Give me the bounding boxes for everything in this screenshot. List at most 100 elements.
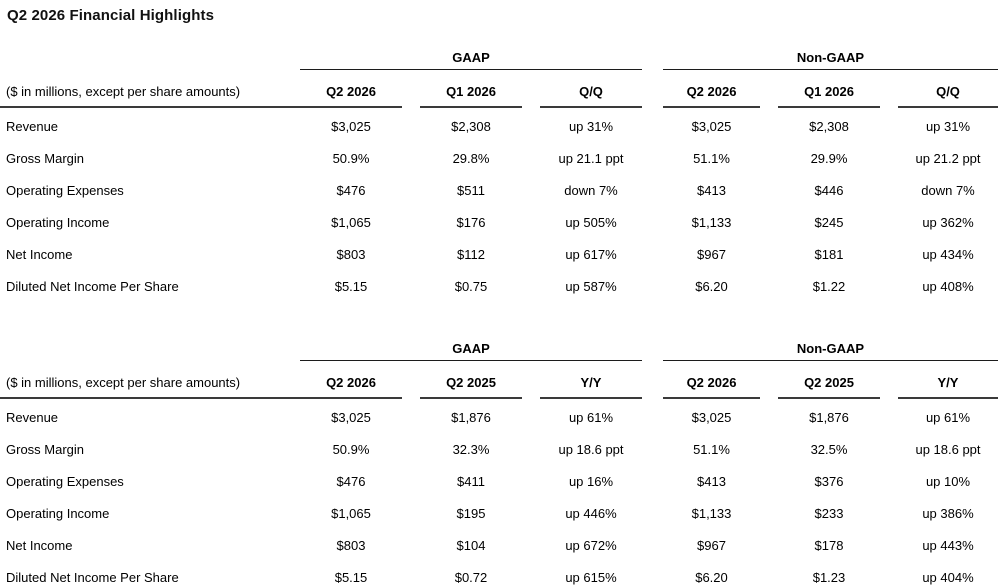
value-cell: $967	[697, 538, 726, 553]
value-cell: $376	[814, 474, 844, 489]
group-label-0: GAAP	[300, 340, 642, 361]
table-body: Revenue $3,025 $2,308 up 31% $3,025 $2,308 up …	[0, 108, 1000, 303]
value-cell: $413	[697, 183, 726, 198]
value-cell: up 31%	[925, 119, 971, 134]
row-label: Revenue	[6, 410, 59, 425]
value-cell: up 31%	[568, 119, 614, 134]
row-label: Operating Expenses	[6, 183, 124, 198]
table-row: Operating Expenses $476 $511 down 7% $413 $44…	[0, 175, 1000, 207]
value-cell: down 7%	[921, 183, 975, 198]
table-row: Diluted Net Income Per Share $5.15 $0.75 up…	[0, 271, 1000, 303]
value-cell: up 21.2 ppt	[915, 151, 981, 166]
value-cell: $178	[814, 538, 844, 553]
row-label: Gross Margin	[6, 442, 85, 457]
value-cell: $1,065	[331, 215, 371, 230]
row-label: Gross Margin	[6, 151, 85, 166]
comparison-table-year-over-year: GAAP Non-GAAP ($ in millions, except per s…	[0, 340, 1000, 585]
value-cell: up 10%	[925, 474, 971, 489]
value-cell: up 21.1 ppt	[558, 151, 624, 166]
value-cell: $112	[457, 247, 485, 262]
column-header: Q2 2025	[420, 361, 522, 399]
group-header-row: GAAP Non-GAAP	[0, 49, 1000, 70]
value-cell: up 434%	[922, 247, 974, 262]
value-cell: 51.1%	[693, 151, 730, 166]
value-cell: up 443%	[922, 538, 974, 553]
value-cell: 32.5%	[810, 442, 848, 457]
value-cell: $1.23	[812, 570, 846, 585]
value-cell: $476	[336, 183, 366, 198]
table-row: Gross Margin 50.9% 32.3% up 18.6 ppt 51.1% 32…	[0, 434, 1000, 466]
value-cell: $233	[814, 506, 844, 521]
row-label: Operating Income	[6, 506, 110, 521]
column-header: Q2 2026	[663, 361, 760, 399]
column-header: Y/Y	[898, 361, 998, 399]
value-cell: up 386%	[922, 506, 974, 521]
value-cell: up 362%	[922, 215, 974, 230]
column-header: Q2 2025	[778, 361, 880, 399]
value-cell: $476	[336, 474, 366, 489]
value-cell: $803	[336, 538, 366, 553]
table-row: Net Income $803 $104 up 672% $967 $178 up 443%	[0, 530, 1000, 562]
value-cell: $5.15	[334, 570, 368, 585]
value-cell: up 404%	[922, 570, 974, 585]
table-body: Revenue $3,025 $1,876 up 61% $3,025 $1,876 up …	[0, 399, 1000, 585]
value-cell: $0.72	[454, 570, 488, 585]
value-cell: $3,025	[691, 410, 732, 425]
value-cell: $446	[814, 183, 844, 198]
table-row: Net Income $803 $112 up 617% $967 $181 up 434%	[0, 239, 1000, 271]
column-header: Q/Q	[540, 70, 642, 108]
table-row: Revenue $3,025 $2,308 up 31% $3,025 $2,308 up …	[0, 111, 1000, 143]
units-note: ($ in millions, except per share amounts…	[0, 361, 300, 399]
value-cell: $176	[456, 215, 486, 230]
value-cell: up 587%	[565, 279, 617, 294]
value-cell: up 446%	[565, 506, 617, 521]
value-cell: $803	[336, 247, 366, 262]
value-cell: $511	[457, 183, 485, 198]
value-cell: $411	[457, 474, 485, 489]
table-row: Operating Income $1,065 $195 up 446% $1,133 $…	[0, 498, 1000, 530]
value-cell: up 408%	[922, 279, 974, 294]
table-row: Operating Income $1,065 $176 up 505% $1,133 $…	[0, 207, 1000, 239]
column-header: Q1 2026	[420, 70, 522, 108]
value-cell: down 7%	[564, 183, 618, 198]
value-cell: $181	[814, 247, 844, 262]
value-cell: up 615%	[565, 570, 617, 585]
value-cell: $3,025	[331, 410, 371, 425]
column-header: Y/Y	[540, 361, 642, 399]
group-label-1: Non-GAAP	[663, 340, 998, 361]
value-cell: $1,133	[691, 506, 732, 521]
value-cell: up 18.6 ppt	[915, 442, 981, 457]
value-cell: 51.1%	[693, 442, 730, 457]
column-header-row: ($ in millions, except per share amounts…	[0, 70, 1000, 108]
value-cell: up 61%	[925, 410, 971, 425]
group-header-row: GAAP Non-GAAP	[0, 340, 1000, 361]
value-cell: $3,025	[691, 119, 732, 134]
value-cell: 50.9%	[332, 151, 370, 166]
row-label: Net Income	[6, 538, 73, 553]
value-cell: up 16%	[568, 474, 614, 489]
value-cell: up 505%	[565, 215, 617, 230]
row-label: Net Income	[6, 247, 73, 262]
value-cell: up 61%	[568, 410, 614, 425]
value-cell: $413	[697, 474, 726, 489]
value-cell: $5.15	[334, 279, 368, 294]
value-cell: 32.3%	[452, 442, 490, 457]
units-note: ($ in millions, except per share amounts…	[0, 70, 300, 108]
value-cell: $245	[814, 215, 844, 230]
value-cell: $6.20	[695, 570, 728, 585]
row-label: Diluted Net Income Per Share	[6, 570, 179, 585]
column-header: Q/Q	[898, 70, 998, 108]
value-cell: $1,133	[691, 215, 732, 230]
value-cell: up 617%	[565, 247, 617, 262]
column-header-row: ($ in millions, except per share amounts…	[0, 361, 1000, 399]
value-cell: $3,025	[331, 119, 371, 134]
column-header: Q2 2026	[300, 70, 402, 108]
table-row: Operating Expenses $476 $411 up 16% $413 $376…	[0, 466, 1000, 498]
column-header: Q1 2026	[778, 70, 880, 108]
value-cell: $195	[456, 506, 486, 521]
value-cell: $0.75	[454, 279, 488, 294]
value-cell: $1,065	[331, 506, 371, 521]
row-label: Operating Expenses	[6, 474, 124, 489]
value-cell: 50.9%	[332, 442, 370, 457]
